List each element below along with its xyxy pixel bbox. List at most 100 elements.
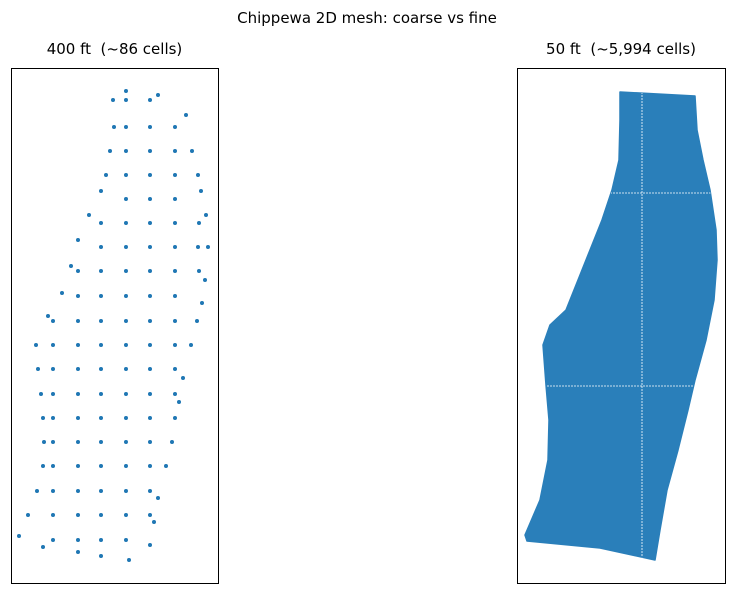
point <box>99 269 103 273</box>
point <box>199 189 203 193</box>
point <box>51 464 55 468</box>
point <box>99 343 103 347</box>
point <box>148 149 152 153</box>
point <box>76 416 80 420</box>
point <box>76 343 80 347</box>
point <box>51 416 55 420</box>
point <box>206 245 210 249</box>
point <box>173 173 177 177</box>
point <box>148 513 152 517</box>
point <box>196 173 200 177</box>
subplot-title: 400 ft (~86 cells) <box>47 40 183 58</box>
point <box>41 416 45 420</box>
point <box>99 294 103 298</box>
point <box>173 149 177 153</box>
point <box>51 489 55 493</box>
point <box>173 416 177 420</box>
point <box>173 125 177 129</box>
point <box>124 367 128 371</box>
point <box>99 392 103 396</box>
point <box>46 314 50 318</box>
point <box>124 221 128 225</box>
point <box>152 520 156 524</box>
point <box>124 173 128 177</box>
point <box>99 538 103 542</box>
point <box>124 89 128 93</box>
point <box>195 319 199 323</box>
point <box>76 392 80 396</box>
point <box>148 221 152 225</box>
point <box>76 550 80 554</box>
point <box>76 440 80 444</box>
point <box>148 440 152 444</box>
point <box>124 538 128 542</box>
point <box>148 197 152 201</box>
point <box>124 489 128 493</box>
point <box>200 301 204 305</box>
point <box>148 98 152 102</box>
point <box>34 343 38 347</box>
point <box>177 400 181 404</box>
point <box>204 213 208 217</box>
point <box>124 416 128 420</box>
point <box>41 545 45 549</box>
point <box>156 93 160 97</box>
point <box>76 238 80 242</box>
point <box>42 440 46 444</box>
point <box>124 513 128 517</box>
point <box>124 197 128 201</box>
point <box>164 464 168 468</box>
point <box>173 197 177 201</box>
point <box>39 392 43 396</box>
point <box>51 513 55 517</box>
point <box>127 558 131 562</box>
point <box>170 440 174 444</box>
point <box>181 376 185 380</box>
point <box>156 496 160 500</box>
point <box>99 489 103 493</box>
point <box>173 269 177 273</box>
point <box>173 319 177 323</box>
point <box>203 278 207 282</box>
point <box>148 392 152 396</box>
point <box>173 392 177 396</box>
point <box>99 221 103 225</box>
point <box>173 245 177 249</box>
point <box>76 513 80 517</box>
point <box>41 464 45 468</box>
point <box>124 294 128 298</box>
point <box>148 464 152 468</box>
point <box>124 343 128 347</box>
point <box>189 343 193 347</box>
point <box>124 319 128 323</box>
point <box>148 173 152 177</box>
point <box>76 319 80 323</box>
point <box>99 367 103 371</box>
subplot-title: 50 ft (~5,994 cells) <box>546 40 696 58</box>
point <box>124 125 128 129</box>
point <box>148 125 152 129</box>
point <box>124 98 128 102</box>
point <box>148 245 152 249</box>
point <box>69 264 73 268</box>
point <box>26 513 30 517</box>
point <box>51 367 55 371</box>
point <box>76 367 80 371</box>
point <box>112 125 116 129</box>
point <box>197 221 201 225</box>
point <box>173 221 177 225</box>
point <box>51 538 55 542</box>
point <box>104 173 108 177</box>
point <box>111 98 115 102</box>
point <box>173 367 177 371</box>
point <box>148 489 152 493</box>
point <box>124 245 128 249</box>
point <box>76 294 80 298</box>
point <box>99 464 103 468</box>
point <box>99 189 103 193</box>
point <box>124 269 128 273</box>
point <box>51 319 55 323</box>
point <box>99 319 103 323</box>
point <box>124 392 128 396</box>
